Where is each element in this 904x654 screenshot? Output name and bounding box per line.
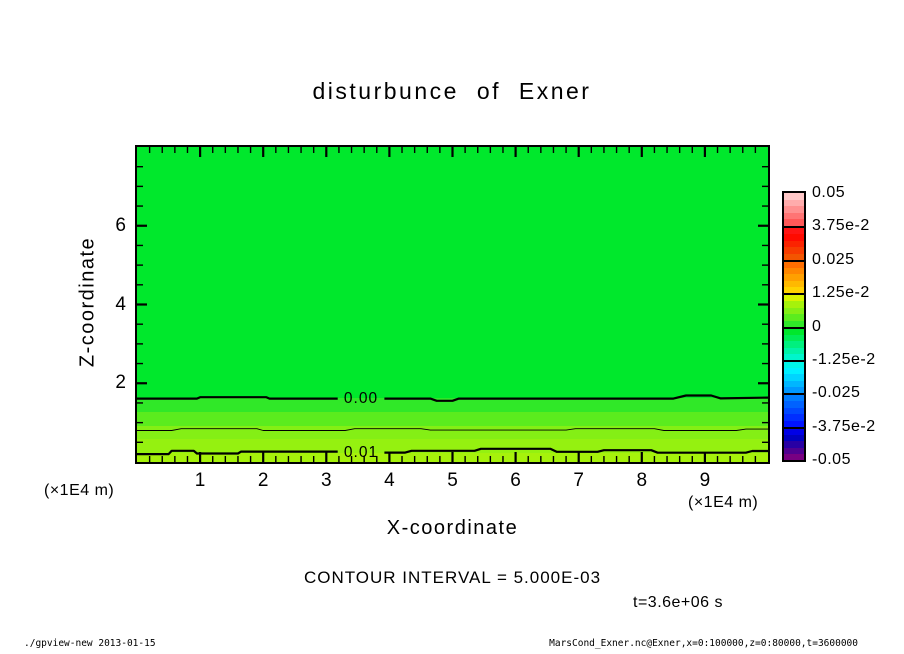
colorbar-segment <box>784 327 804 360</box>
colorbar-subband <box>784 301 804 308</box>
y-tick-label: 6 <box>115 214 126 236</box>
colorbar-subband <box>784 228 804 234</box>
colorbar-tick-label: 0.025 <box>812 250 855 268</box>
colorbar-subband <box>784 213 804 219</box>
colorbar-segment <box>784 427 804 460</box>
colorbar-subband <box>784 254 804 260</box>
colorbar-subband <box>784 241 804 247</box>
contour-interval-text: CONTOUR INTERVAL = 5.000E-03 <box>303 568 602 587</box>
colorbar-subband <box>784 368 804 374</box>
y-tick-label: 4 <box>115 293 126 315</box>
contour-fill-bands <box>137 147 768 462</box>
colorbar-subband <box>784 395 804 401</box>
colorbar-tick-label: -0.025 <box>812 384 861 402</box>
colorbar-subband <box>784 234 804 241</box>
colorbar-tick-label: -1.25e-2 <box>812 350 876 368</box>
colorbar-subband <box>784 329 804 335</box>
contour-line-label: 0.00 <box>343 389 379 407</box>
colorbar-subband <box>784 381 804 387</box>
colorbar-tick-label: 1.25e-2 <box>812 284 870 302</box>
x-tick-label: 7 <box>573 470 584 491</box>
x-tick-label: 2 <box>257 470 269 491</box>
colorbar-subband <box>784 335 804 341</box>
colorbar-segment <box>784 360 804 393</box>
colorbar-subband <box>784 193 804 200</box>
y-axis-unit: (×1E4 m) <box>44 482 115 499</box>
fill-band <box>137 452 768 462</box>
colorbar-subband <box>784 308 804 314</box>
fill-band <box>137 439 768 453</box>
x-axis-unit: (×1E4 m) <box>688 494 759 511</box>
colorbar-subband <box>784 281 804 287</box>
colorbar-tick-label: 0.05 <box>812 184 846 201</box>
colorbar-subband <box>784 448 804 454</box>
x-tick-label: 4 <box>384 470 395 491</box>
x-axis-label: X-coordinate <box>386 517 519 539</box>
colorbar-tick-label: 0 <box>812 317 822 335</box>
x-tick-label: 8 <box>636 470 648 491</box>
y-tick-label: 2 <box>115 372 126 394</box>
fill-band <box>137 398 768 412</box>
x-tick-label: 6 <box>510 470 521 491</box>
colorbar-subband <box>784 219 804 226</box>
plot-area: 0.00 0.01 <box>135 145 770 464</box>
colorbar-subband <box>784 414 804 421</box>
time-stamp-text: t=3.6e+06 s <box>633 594 724 611</box>
colorbar-subband <box>784 262 804 268</box>
fill-band <box>137 426 768 440</box>
colorbar-subband <box>784 247 804 254</box>
colorbar-subband <box>784 374 804 381</box>
chart-title: disturbunce of Exner <box>312 78 592 104</box>
colorbar-subband <box>784 454 804 460</box>
x-tick-label: 1 <box>194 470 206 491</box>
colorbar-subband <box>784 268 804 274</box>
colorbar-tick-label: -0.05 <box>812 451 851 468</box>
colorbar-subband <box>784 421 804 427</box>
colorbar-segment <box>784 293 804 327</box>
colorbar-subband <box>784 341 804 348</box>
colorbar-subband <box>784 387 804 393</box>
colorbar-subband <box>784 287 804 293</box>
colorbar-segment <box>784 393 804 427</box>
colorbar-segment <box>784 226 804 260</box>
colorbar-segment <box>784 260 804 293</box>
colorbar-subband <box>784 206 804 213</box>
colorbar-subband <box>784 354 804 360</box>
colorbar <box>782 191 806 462</box>
colorbar-subband <box>784 295 804 301</box>
footer-source-info: MarsCond_Exner.nc@Exner,x=0:100000,z=0:8… <box>549 638 858 649</box>
colorbar-subband <box>784 362 804 368</box>
colorbar-segment <box>784 193 804 226</box>
colorbar-subband <box>784 274 804 281</box>
colorbar-subband <box>784 200 804 206</box>
x-tick-label: 3 <box>321 470 332 491</box>
x-tick-label: 5 <box>447 470 458 491</box>
colorbar-tick-label: 3.75e-2 <box>812 217 870 235</box>
colorbar-subband <box>784 321 804 327</box>
fill-band <box>137 411 768 427</box>
colorbar-subband <box>784 408 804 414</box>
contour-line-label: 0.01 <box>343 443 379 461</box>
colorbar-subband <box>784 314 804 321</box>
colorbar-subband <box>784 435 804 441</box>
colorbar-tick-label: -3.75e-2 <box>812 417 876 435</box>
x-tick-label: 9 <box>699 470 711 491</box>
colorbar-subband <box>784 401 804 408</box>
colorbar-subband <box>784 429 804 435</box>
colorbar-subband <box>784 348 804 354</box>
colorbar-subband <box>784 441 804 448</box>
footer-program-name: ./gpview-new 2013-01-15 <box>24 638 156 649</box>
